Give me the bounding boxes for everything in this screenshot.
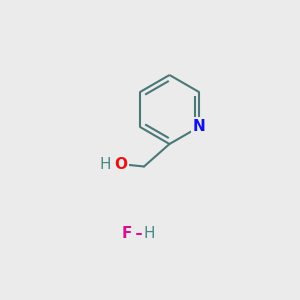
Text: O: O: [114, 157, 127, 172]
Text: H: H: [143, 226, 155, 242]
Text: F: F: [122, 226, 132, 242]
Text: N: N: [193, 119, 206, 134]
Text: H: H: [99, 157, 111, 172]
